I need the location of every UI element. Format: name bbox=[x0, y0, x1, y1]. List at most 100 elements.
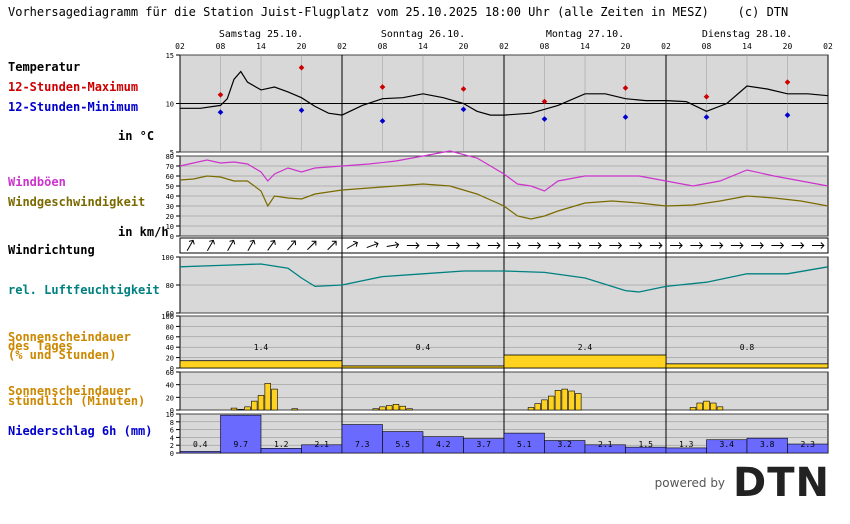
sun-hour-bar bbox=[386, 405, 393, 411]
sun-day-label: 0.8 bbox=[740, 343, 755, 352]
hour-tick-label: 02 bbox=[823, 42, 833, 51]
precip-label: 0.4 bbox=[193, 440, 208, 449]
precip-label: 9.7 bbox=[234, 440, 249, 449]
precip-bar bbox=[260, 448, 302, 454]
dtn-logo: DTN bbox=[733, 460, 830, 506]
wind-arrow-head bbox=[476, 242, 481, 249]
label-wind-direction: Windrichtung bbox=[8, 243, 95, 257]
label-humidity: rel. Luftfeuchtigkeit bbox=[8, 283, 160, 297]
temp-min-point bbox=[460, 106, 467, 113]
sun-hour-axis-tick-label: 20 bbox=[166, 394, 174, 402]
sun-hour-axis-tick-label: 60 bbox=[166, 369, 174, 377]
wind-axis-tick-label: 40 bbox=[166, 193, 174, 201]
sun-day-bar bbox=[503, 354, 667, 369]
wind-arrow-shaft bbox=[366, 242, 379, 249]
wind-direction-arrow bbox=[528, 242, 542, 249]
hour-tick-label: 02 bbox=[175, 42, 185, 51]
sun-day-axis-tick-label: 100 bbox=[161, 313, 174, 321]
wind-arrow-head bbox=[415, 242, 420, 249]
precip-axis-tick-label: 8 bbox=[170, 419, 174, 427]
sun-hour-bar bbox=[561, 388, 568, 411]
sun-day-bar bbox=[341, 365, 505, 369]
powered-by-text: powered by bbox=[654, 476, 726, 490]
label-wind-speed: Windgeschwindigkeit bbox=[8, 195, 146, 209]
wind-direction-arrow bbox=[327, 240, 337, 251]
wind-arrow-head bbox=[353, 240, 358, 247]
sun-day-axis-tick-label: 60 bbox=[166, 334, 174, 342]
temp-axis-tick-label: 5 bbox=[170, 149, 174, 157]
wind-arrow-head bbox=[229, 239, 236, 245]
wind-direction-arrow bbox=[406, 242, 420, 249]
temp-axis-tick-label: 15 bbox=[166, 52, 174, 60]
sun-day-bar bbox=[665, 363, 829, 369]
sun-hour-bar bbox=[406, 408, 413, 411]
wind-arrow-head bbox=[209, 239, 215, 245]
gust-line bbox=[179, 150, 829, 192]
precip-label: 2.1 bbox=[598, 440, 613, 449]
temp-max-point bbox=[541, 98, 548, 105]
temperature-line bbox=[180, 70, 829, 116]
precip-label: 3.8 bbox=[760, 440, 775, 449]
wind-arrow-head bbox=[270, 240, 276, 245]
precip-axis-tick-label: 10 bbox=[166, 411, 174, 419]
label-sun-day-1: Sonnenscheindauer bbox=[8, 330, 131, 344]
wind-axis-tick-label: 20 bbox=[166, 213, 174, 221]
sun-hour-bar bbox=[696, 402, 703, 411]
wind-axis-tick-label: 80 bbox=[166, 153, 174, 161]
wind-direction-arrow bbox=[447, 242, 461, 249]
humidity-axis-tick-label: 80 bbox=[166, 282, 174, 290]
precip-label: 7.3 bbox=[355, 440, 370, 449]
wind-direction-arrow bbox=[386, 241, 400, 249]
wind-axis-tick-label: 60 bbox=[166, 173, 174, 181]
precip-label: 1.5 bbox=[639, 440, 654, 449]
wind-arrow-head bbox=[249, 239, 256, 245]
wind-arrow-head bbox=[435, 242, 440, 249]
sun-hour-bar bbox=[237, 409, 244, 411]
label-temp-min: 12-Stunden-Minimum bbox=[8, 100, 139, 114]
wind-direction-arrow bbox=[307, 240, 317, 251]
wind-arrow-head bbox=[577, 242, 582, 249]
sun-hour-bar bbox=[710, 402, 717, 411]
hour-tick-label: 02 bbox=[337, 42, 347, 51]
hour-tick-label: 14 bbox=[742, 42, 752, 51]
wind-arrow-shaft bbox=[206, 240, 214, 251]
hour-tick-label: 20 bbox=[297, 42, 307, 51]
temp-max-point bbox=[217, 91, 224, 98]
wind-axis-tick-label: 30 bbox=[166, 203, 174, 211]
sun-hour-axis-tick-label: 40 bbox=[166, 382, 174, 390]
wind-direction-arrow bbox=[649, 242, 663, 249]
sun-hour-bar bbox=[534, 403, 541, 411]
wind-arrow-head bbox=[331, 240, 337, 246]
temp-max-point bbox=[460, 86, 467, 92]
hour-tick-label: 02 bbox=[499, 42, 509, 51]
hour-tick-label: 08 bbox=[216, 42, 226, 51]
day-label: Samstag 25.10. bbox=[219, 29, 303, 40]
wind-arrow-head bbox=[739, 242, 744, 249]
hour-tick-label: 20 bbox=[783, 42, 793, 51]
label-sun-hour-1: Sonnenscheindauer bbox=[8, 384, 131, 398]
wind-axis-tick-label: 10 bbox=[166, 223, 174, 231]
precip-label: 5.5 bbox=[396, 440, 411, 449]
label-temp-unit: in °C bbox=[118, 129, 155, 143]
wind-direction-arrow bbox=[487, 242, 501, 249]
wind-arrow-head bbox=[537, 242, 542, 249]
precip-axis-tick-label: 6 bbox=[170, 427, 174, 435]
sun-hour-bar bbox=[399, 405, 406, 411]
wind-arrow-head bbox=[678, 242, 683, 249]
wind-arrow-shaft bbox=[227, 240, 235, 251]
wind-direction-arrow bbox=[629, 242, 643, 249]
wind-direction-arrow bbox=[589, 242, 602, 249]
hour-tick-label: 02 bbox=[661, 42, 671, 51]
temp-min-point bbox=[541, 116, 548, 122]
label-sun-day-2: des Tages bbox=[8, 339, 74, 353]
precip-bar bbox=[179, 451, 221, 454]
wind-arrow-head bbox=[800, 242, 805, 249]
wind-arrow-shaft bbox=[327, 240, 337, 251]
precip-bar bbox=[341, 424, 383, 454]
precip-label: 3.7 bbox=[477, 440, 492, 449]
wind-direction-arrow bbox=[710, 242, 724, 249]
wind-direction-arrow bbox=[771, 242, 785, 249]
wind-arrow-shaft bbox=[386, 243, 399, 248]
label-gust: Windböen bbox=[8, 175, 66, 189]
wind-direction-arrow bbox=[811, 242, 825, 249]
